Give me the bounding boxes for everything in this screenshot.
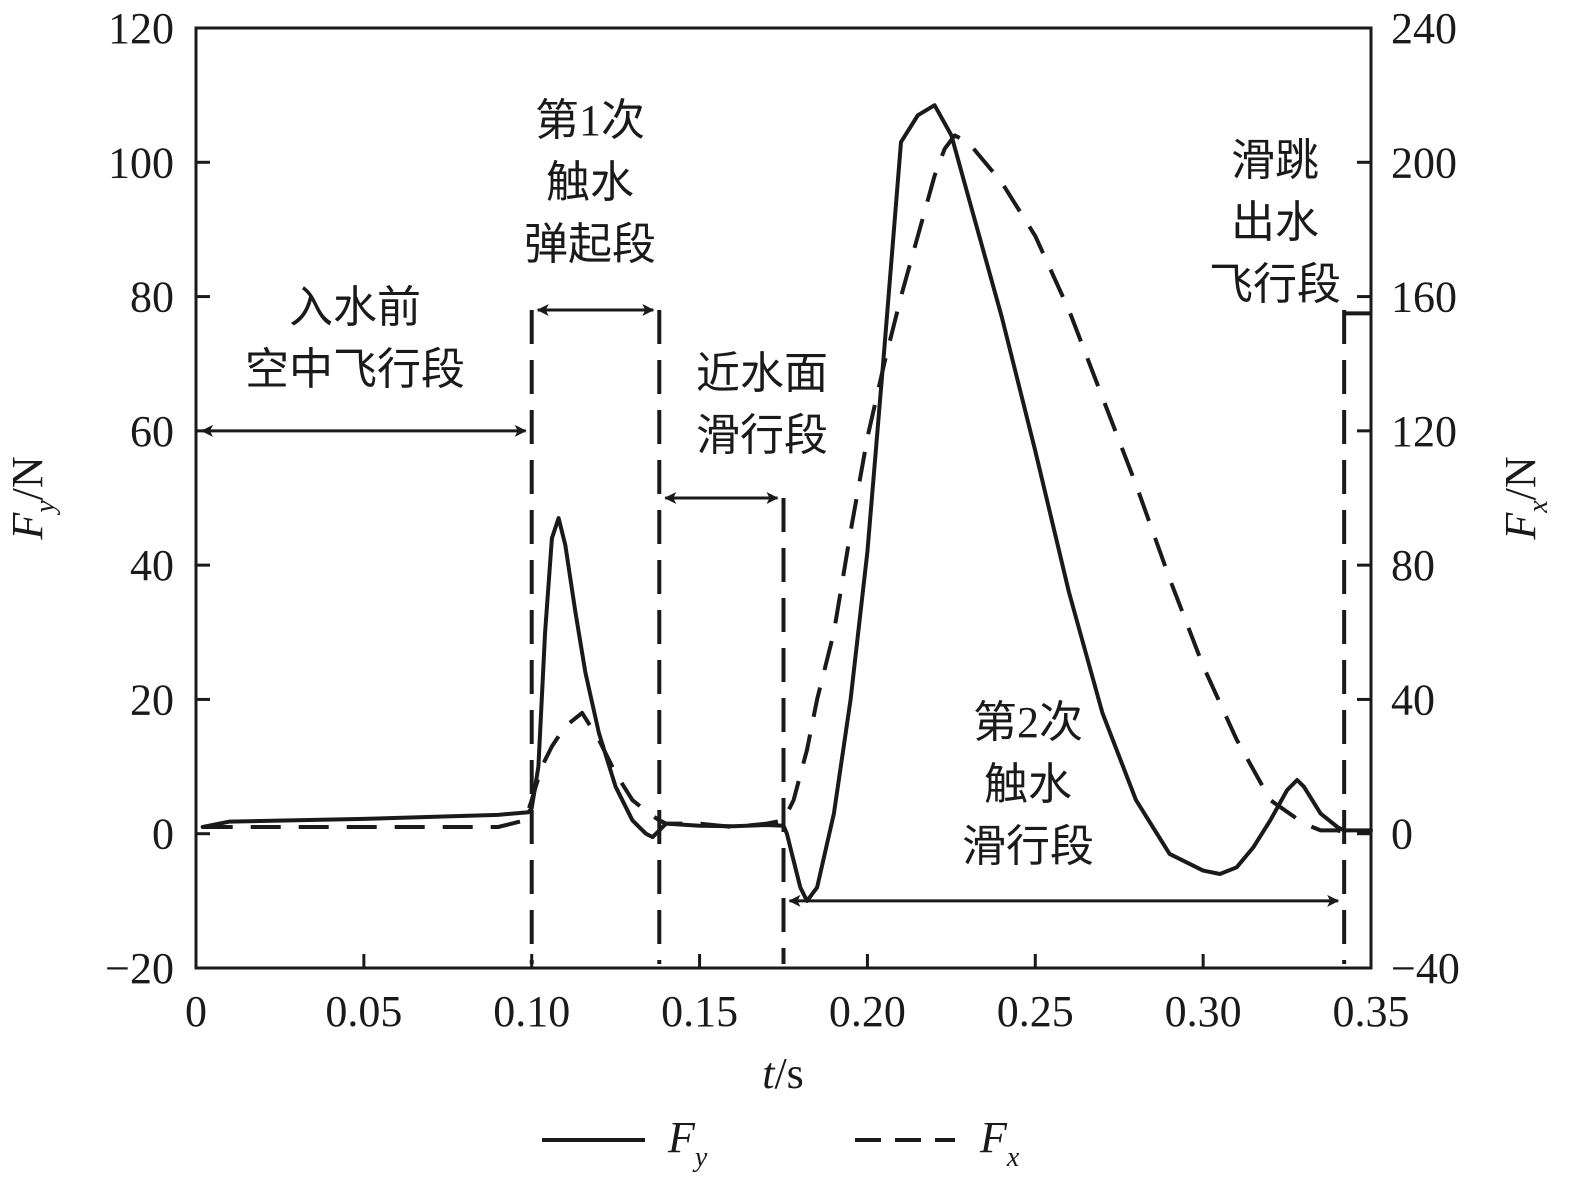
phase-label-line: 近水面 bbox=[696, 349, 828, 398]
y-right-tick-label: 40 bbox=[1391, 675, 1435, 724]
phase-label-exit: 滑跳出水飞行段 bbox=[1209, 136, 1341, 309]
phase-label-near: 近水面滑行段 bbox=[696, 349, 828, 460]
y-right-tick-label: −40 bbox=[1391, 944, 1460, 993]
y-left-tick-label: 100 bbox=[108, 138, 174, 187]
phase-label-line: 出水 bbox=[1231, 198, 1319, 247]
x-tick-label: 0.35 bbox=[1333, 987, 1410, 1036]
series-fx-line bbox=[202, 133, 1371, 834]
y-left-tick-label: 40 bbox=[130, 541, 174, 590]
y-left-axis-title-unit: /N bbox=[3, 456, 52, 500]
x-tick-label: 0.20 bbox=[829, 987, 906, 1036]
phase-label-line: 滑行段 bbox=[696, 411, 828, 460]
y-left-tick-label: −20 bbox=[105, 944, 174, 993]
x-tick-label: 0.25 bbox=[997, 987, 1074, 1036]
phase-label-line: 触水 bbox=[546, 158, 634, 207]
y-right-axis-title-unit: /N bbox=[1496, 456, 1545, 500]
phase-label-line: 第2次 bbox=[973, 698, 1083, 747]
legend: Fy Fx bbox=[542, 1113, 1020, 1173]
x-tick-label: 0.15 bbox=[661, 987, 738, 1036]
y-left-axis-title: Fy/N bbox=[3, 456, 61, 540]
y-right-tick-label: 120 bbox=[1391, 407, 1457, 456]
phase-label-air: 入水前空中飞行段 bbox=[245, 283, 465, 394]
x-tick-label: 0.05 bbox=[325, 987, 402, 1036]
y-left-tick-label: 120 bbox=[108, 4, 174, 53]
phase-label-line: 触水 bbox=[984, 760, 1072, 809]
x-tick-label: 0.10 bbox=[493, 987, 570, 1036]
y-left-axis-title-symbol: F bbox=[3, 512, 52, 541]
phase-label-contact2: 第2次触水滑行段 bbox=[962, 698, 1094, 871]
y-right-tick-label: 80 bbox=[1391, 541, 1435, 590]
phase-label-line: 空中飞行段 bbox=[245, 345, 465, 394]
y-right-axis-title: Fx/N bbox=[1496, 456, 1554, 540]
y-right-tick-label: 240 bbox=[1391, 4, 1457, 53]
plot-frame bbox=[194, 26, 1373, 970]
y-right-tick-label: 0 bbox=[1391, 810, 1413, 859]
y-left-tick-label: 0 bbox=[152, 810, 174, 859]
y-left-tick-label: 60 bbox=[130, 407, 174, 456]
phase-label-line: 第1次 bbox=[535, 96, 645, 145]
phase-label-line: 滑跳 bbox=[1231, 136, 1319, 185]
legend-fx-sub: x bbox=[1006, 1142, 1020, 1173]
legend-fy-label: Fy bbox=[667, 1113, 708, 1173]
y-right-axis-title-symbol: F bbox=[1496, 512, 1545, 541]
x-axis-title-unit: /s bbox=[774, 1049, 803, 1098]
series-fy-line bbox=[200, 103, 1373, 903]
y-right-axis-title-sub: x bbox=[1523, 500, 1554, 514]
series-layer bbox=[200, 103, 1373, 903]
phase-label-line: 飞行段 bbox=[1209, 260, 1341, 309]
y-left-tick-label: 80 bbox=[130, 273, 174, 322]
legend-fx-label: Fx bbox=[979, 1113, 1020, 1173]
ticks-layer: 0 0.05 0.10 0.15 0.20 0.25 0.30 0.35−2002040608… bbox=[105, 4, 1460, 1036]
x-axis-title-symbol: t bbox=[762, 1049, 776, 1098]
x-tick-label: 0.30 bbox=[1165, 987, 1242, 1036]
y-left-tick-label: 20 bbox=[130, 675, 174, 724]
phase-label-line: 入水前 bbox=[289, 283, 421, 332]
phase-boundaries bbox=[529, 310, 1371, 964]
x-tick-label: 0 bbox=[185, 987, 207, 1036]
y-right-tick-label: 160 bbox=[1391, 273, 1457, 322]
legend-fy-symbol: F bbox=[667, 1113, 696, 1162]
phase-label-contact1: 第1次触水弹起段 bbox=[524, 96, 656, 269]
y-right-tick-label: 200 bbox=[1391, 138, 1457, 187]
legend-fy-sub: y bbox=[692, 1142, 708, 1173]
x-axis-title: t/s bbox=[762, 1049, 804, 1098]
phase-label-line: 滑行段 bbox=[962, 822, 1094, 871]
y-left-axis-title-sub: y bbox=[30, 500, 61, 516]
phase-label-line: 弹起段 bbox=[524, 220, 656, 269]
legend-fx-symbol: F bbox=[979, 1113, 1008, 1162]
